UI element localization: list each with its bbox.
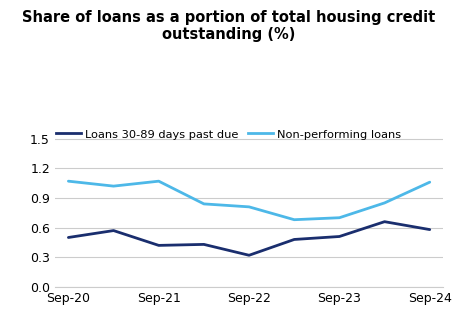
Text: Share of loans as a portion of total housing credit
outstanding (%): Share of loans as a portion of total hou… [22, 10, 435, 42]
Legend: Loans 30-89 days past due, Non-performing loans: Loans 30-89 days past due, Non-performin… [51, 125, 406, 144]
